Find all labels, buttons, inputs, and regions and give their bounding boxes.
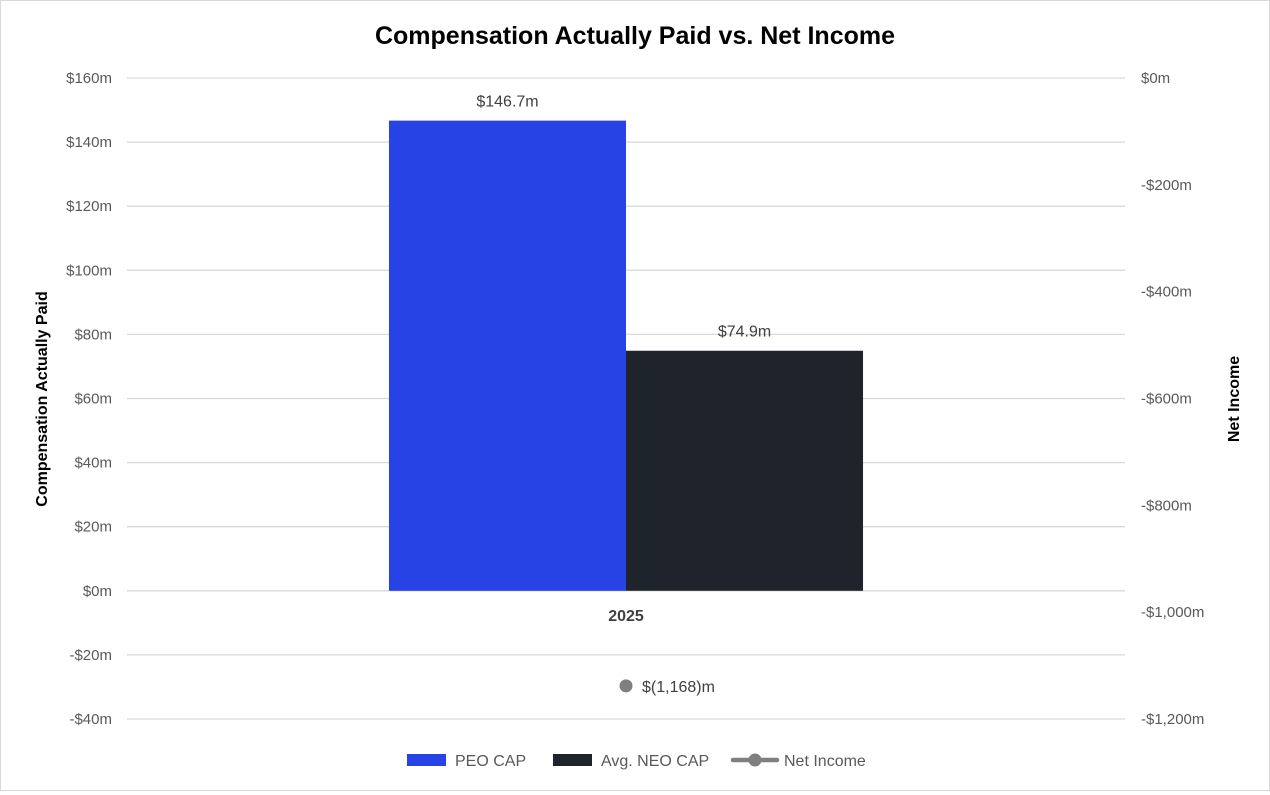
left-tick-label: $160m bbox=[66, 70, 112, 87]
left-tick-label: $20m bbox=[74, 519, 112, 536]
left-axis-ticks: $160m $140m $120m $100m $80m $60m $40m $20m $0m -… bbox=[66, 70, 112, 728]
right-tick-label: -$600m bbox=[1141, 391, 1192, 408]
net-income-point bbox=[619, 679, 633, 693]
left-tick-label: $120m bbox=[66, 198, 112, 215]
right-tick-label: -$200m bbox=[1141, 177, 1192, 194]
data-label-net-income: $(1,168)m bbox=[642, 679, 715, 696]
data-label-avg-neo-cap: $74.9m bbox=[718, 324, 771, 341]
bars bbox=[388, 120, 864, 591]
right-axis-title: Net Income bbox=[1226, 356, 1243, 442]
data-labels: $146.7m $74.9m $(1,168)m bbox=[476, 94, 771, 696]
left-tick-label: -$40m bbox=[69, 711, 112, 728]
chart-title: Compensation Actually Paid vs. Net Incom… bbox=[375, 22, 895, 50]
left-tick-label: $0m bbox=[83, 583, 112, 600]
data-label-peo-cap: $146.7m bbox=[476, 94, 538, 111]
left-axis-title: Compensation Actually Paid bbox=[34, 291, 51, 506]
right-tick-label: $0m bbox=[1141, 70, 1170, 87]
legend-swatch-peo-cap bbox=[407, 754, 446, 766]
right-tick-label: -$800m bbox=[1141, 497, 1192, 514]
legend-marker-net-income bbox=[748, 753, 762, 767]
legend-label-net-income: Net Income bbox=[784, 753, 866, 770]
left-tick-label: $140m bbox=[66, 134, 112, 151]
left-tick-label: $40m bbox=[74, 455, 112, 472]
left-tick-label: -$20m bbox=[69, 647, 112, 664]
category-label: 2025 bbox=[608, 608, 644, 625]
right-tick-label: -$1,200m bbox=[1141, 711, 1204, 728]
bar-peo-cap bbox=[388, 120, 626, 591]
left-tick-label: $60m bbox=[74, 391, 112, 408]
left-tick-label: $100m bbox=[66, 262, 112, 279]
legend-swatch-avg-neo-cap bbox=[553, 754, 592, 766]
bar-avg-neo-cap bbox=[626, 350, 864, 591]
right-axis-ticks: $0m -$200m -$400m -$600m -$800m -$1,000m -$1,2… bbox=[1141, 70, 1204, 728]
left-tick-label: $80m bbox=[74, 326, 112, 343]
legend-label-peo-cap: PEO CAP bbox=[455, 753, 526, 770]
line-points bbox=[619, 679, 633, 693]
legend-label-avg-neo-cap: Avg. NEO CAP bbox=[601, 753, 709, 770]
right-tick-label: -$1,000m bbox=[1141, 604, 1204, 621]
right-tick-label: -$400m bbox=[1141, 284, 1192, 301]
category-labels: 2025 bbox=[608, 608, 644, 625]
legend: PEO CAP Avg. NEO CAP Net Income bbox=[407, 753, 866, 770]
